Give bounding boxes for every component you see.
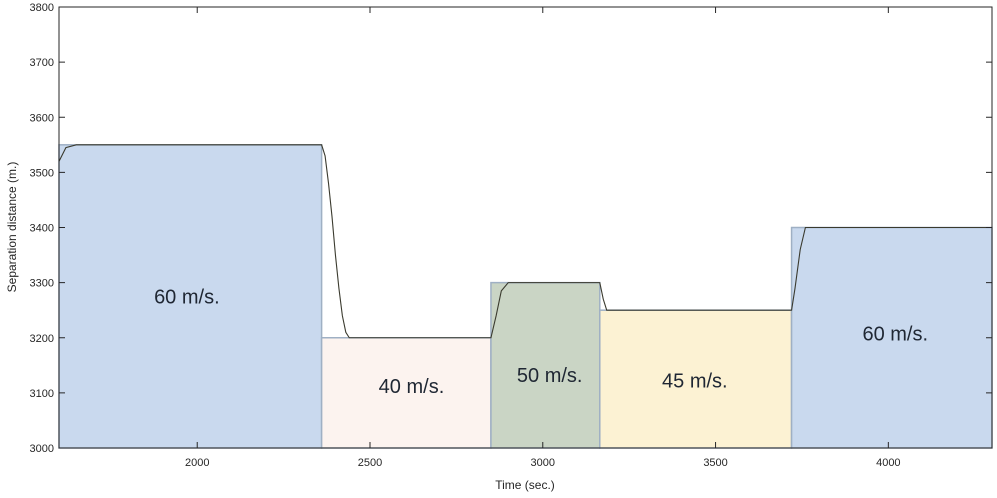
y-axis-title: Separation distance (m.) [5,162,19,293]
x-axis-title: Time (sec.) [495,478,555,492]
series-layer [58,144,992,339]
y-tick-label: 3200 [30,333,54,345]
y-tick-label: 3500 [30,167,54,179]
speed-label-4: 45 m/s. [662,370,728,392]
x-tick-label: 3500 [703,457,727,469]
y-tick-label: 3100 [30,388,54,400]
x-tick-label: 2500 [358,457,382,469]
x-tick-label: 4000 [876,457,900,469]
speed-label-3: 50 m/s. [517,365,583,387]
x-tick-label: 2000 [185,457,209,469]
y-tick-label: 3400 [30,223,54,235]
speed-label-5: 60 m/s. [862,324,928,346]
speed-region-1 [58,144,323,449]
axes-layer: 2000 2500 3000 3500 4000 3000 3100 3200 3300 3400… [30,2,993,469]
speed-label-2: 40 m/s. [379,376,445,398]
x-tick-label: 3000 [531,457,555,469]
speed-label-1: 60 m/s. [154,287,220,309]
speed-region-2 [320,337,492,449]
y-tick-label: 3800 [30,2,54,14]
speed-region-5 [790,226,993,449]
labels-layer: 60 m/s. 40 m/s. 50 m/s. 45 m/s. 60 m/s. [154,287,928,398]
y-tick-label: 3600 [30,112,54,124]
y-tick-label: 3300 [30,278,54,290]
y-tick-label: 3000 [30,443,54,455]
speed-region-4 [599,309,793,449]
separation-distance-line-1 [58,144,992,339]
y-tick-label: 3700 [30,57,54,69]
regions-layer [58,144,993,449]
